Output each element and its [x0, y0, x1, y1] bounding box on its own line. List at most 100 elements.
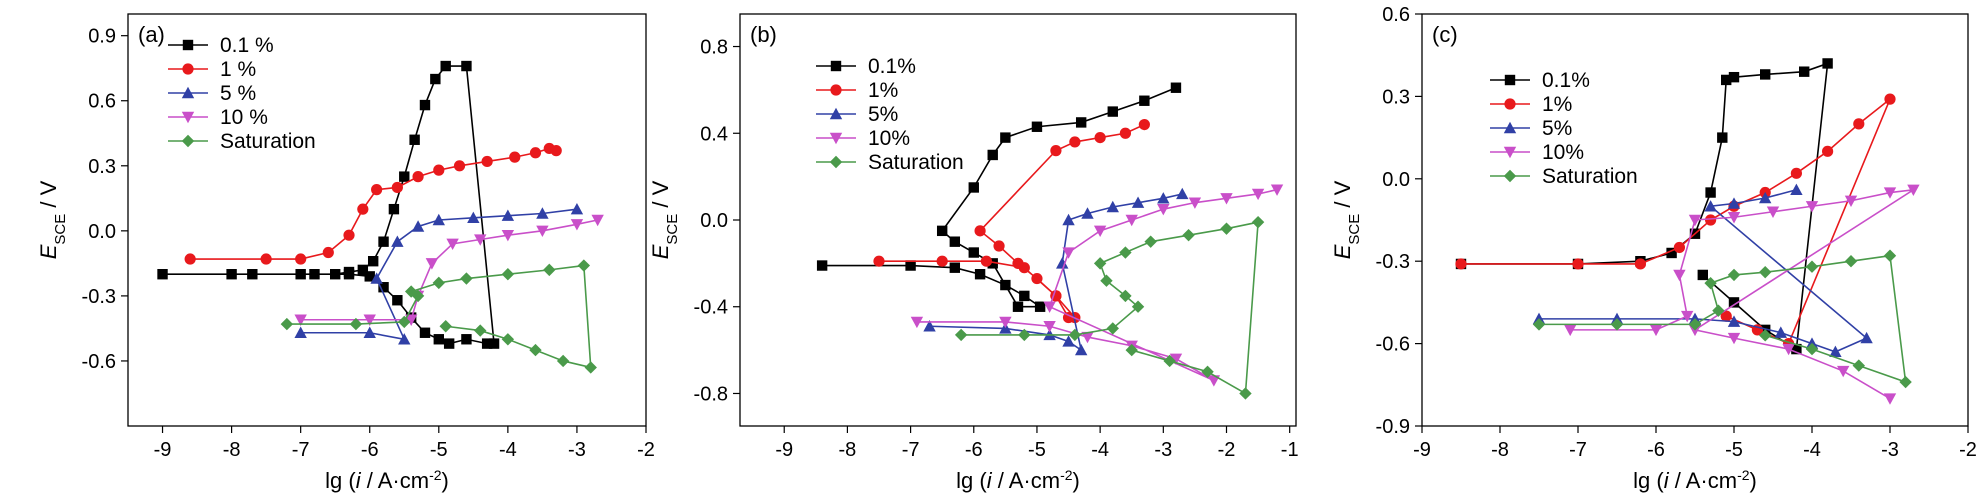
- plot-frame: [739, 13, 1297, 427]
- x-tick-label: -9: [154, 439, 172, 461]
- y-tick-label: -0.6: [1376, 334, 1410, 356]
- data-point: [404, 314, 418, 326]
- data-point: [1790, 167, 1802, 179]
- legend-marker: [1503, 169, 1517, 183]
- data-point: [430, 73, 441, 85]
- data-point: [509, 151, 521, 163]
- legend-marker: [829, 132, 843, 145]
- series-1: [184, 142, 562, 265]
- series-1: [873, 118, 1150, 324]
- y-tick-label: 0.0: [88, 221, 116, 243]
- y-tick-label: 0.8: [700, 37, 728, 59]
- data-point: [936, 255, 948, 267]
- data-point: [1251, 215, 1265, 229]
- data-point: [1844, 255, 1858, 268]
- legend-marker: [829, 155, 843, 169]
- x-tick-label: -3: [1154, 439, 1172, 461]
- y-tick-label: 0.3: [1382, 86, 1410, 108]
- data-point: [1239, 387, 1252, 400]
- data-point: [1157, 203, 1170, 216]
- y-axis-title: ESCE / V: [1330, 180, 1363, 259]
- series-10: [910, 184, 1284, 387]
- chart-panel-b: -9 -8 -7 -6 -5 -4 -3 -2 -1 -0.8 -0.4 0.0 0.4 0.8 lg (i…: [648, 13, 1299, 493]
- legend-entry-label: 0.1 %: [220, 34, 274, 57]
- series-line: [916, 188, 1278, 382]
- series-5: [923, 187, 1189, 356]
- data-point: [461, 60, 472, 72]
- data-point: [1169, 353, 1183, 365]
- data-point: [343, 266, 355, 278]
- legend-entry-label: 1%: [868, 79, 898, 102]
- data-point: [439, 320, 452, 333]
- data-point: [1634, 258, 1646, 270]
- legend-marker: [181, 134, 195, 148]
- data-point: [543, 263, 556, 277]
- data-point: [1062, 335, 1075, 347]
- panel-label: (a): [138, 22, 165, 47]
- data-point: [1107, 106, 1118, 117]
- legend-entry-label: 10%: [1542, 141, 1584, 164]
- data-point: [294, 326, 307, 338]
- data-point: [570, 219, 584, 231]
- y-tick-label: 0.0: [700, 210, 728, 232]
- data-point: [157, 269, 168, 280]
- data-point: [488, 338, 500, 349]
- y-tick-label: 0.3: [88, 156, 116, 178]
- data-point: [419, 99, 431, 111]
- data-point: [1853, 118, 1865, 130]
- data-point: [247, 269, 258, 280]
- series-line: [286, 264, 592, 369]
- series-line: [162, 65, 495, 345]
- data-point: [378, 236, 389, 247]
- legend-marker: [1504, 98, 1516, 110]
- data-point: [1688, 214, 1702, 227]
- x-tick-label: -8: [1491, 439, 1509, 461]
- data-point: [1673, 241, 1685, 254]
- data-point: [260, 253, 272, 265]
- legend-marker: [830, 60, 842, 72]
- data-point: [1034, 301, 1046, 312]
- y-tick-label: -0.6: [82, 351, 116, 373]
- chart-panel-a: -9 -8 -7 -6 -5 -4 -3 -2 -0.6 -0.3 0.0 0.3 0.6 0.9 lg (…: [36, 13, 655, 493]
- data-point: [443, 338, 455, 349]
- data-point: [433, 164, 445, 176]
- data-point: [1270, 184, 1284, 196]
- x-tick-label: -9: [775, 439, 793, 461]
- data-point: [1207, 375, 1221, 387]
- data-point: [1119, 246, 1132, 259]
- legend-marker: [829, 107, 843, 120]
- data-point: [363, 326, 376, 338]
- x-tick-label: -4: [1091, 439, 1109, 461]
- chart-panel-c: -9 -8 -7 -6 -5 -4 -3 -2 -0.9 -0.6 -0.3 0.0 0.3 0.6 lg …: [1330, 4, 1977, 493]
- y-tick-label: -0.3: [82, 286, 116, 308]
- legend-marker: [1503, 146, 1517, 159]
- data-point: [1012, 257, 1024, 269]
- data-point: [1031, 272, 1043, 285]
- data-point: [1791, 343, 1802, 355]
- y-tick-label: 0.6: [1382, 4, 1410, 26]
- data-point: [280, 317, 294, 331]
- x-tick-label: -7: [1569, 439, 1587, 461]
- data-point: [1720, 310, 1732, 322]
- data-point: [391, 181, 403, 194]
- data-point: [363, 314, 376, 326]
- data-point: [987, 258, 998, 269]
- data-point: [1056, 257, 1069, 269]
- data-point: [1759, 329, 1772, 342]
- data-point: [1852, 359, 1865, 372]
- data-point: [481, 338, 493, 349]
- data-point: [1093, 257, 1107, 270]
- data-point: [432, 213, 445, 226]
- y-tick-label: 0.6: [88, 91, 116, 113]
- data-point: [1144, 235, 1157, 248]
- series-saturation: [1532, 249, 1912, 389]
- data-point: [1688, 318, 1702, 331]
- plot-frame: [1421, 13, 1969, 427]
- data-point: [1532, 318, 1546, 331]
- data-point: [1805, 201, 1819, 213]
- series-line: [1570, 188, 1914, 400]
- data-point: [460, 272, 473, 285]
- data-point: [501, 268, 515, 281]
- data-point: [1884, 93, 1896, 105]
